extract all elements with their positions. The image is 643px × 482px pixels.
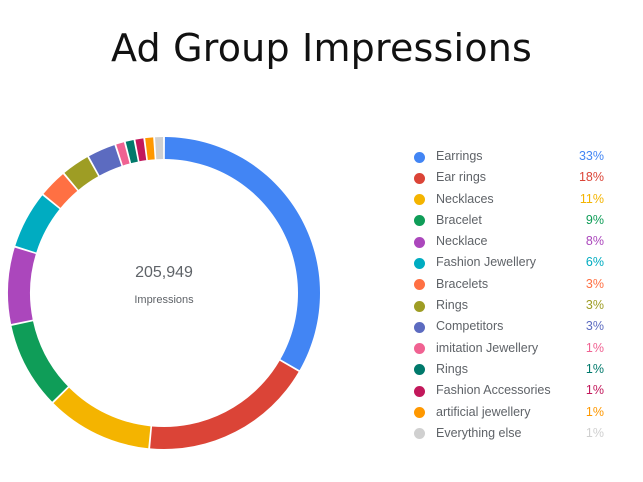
donut-slice-6[interactable] xyxy=(15,195,60,253)
donut-slice-7[interactable] xyxy=(43,174,78,208)
legend-label: Competitors xyxy=(436,319,504,334)
donut-slice-9[interactable] xyxy=(88,145,122,176)
donut-slice-3[interactable] xyxy=(53,387,151,449)
legend-swatch xyxy=(414,300,425,312)
legend-swatch xyxy=(414,215,425,227)
legend-swatch xyxy=(414,151,425,163)
donut-slice-14[interactable] xyxy=(155,137,164,160)
legend-item-6[interactable]: Fashion Jewellery 6% xyxy=(414,252,604,273)
legend-percentage: 8% xyxy=(585,234,604,249)
center-total-label: Impressions xyxy=(134,294,194,306)
legend-item-4[interactable]: Bracelet 9% xyxy=(414,210,604,231)
legend-item-14[interactable]: Everything else 1% xyxy=(414,423,604,444)
legend-item-12[interactable]: Fashion Accessories 1% xyxy=(414,380,604,401)
legend-swatch xyxy=(414,428,425,440)
legend-swatch xyxy=(414,343,425,355)
legend-label: Bracelets xyxy=(436,276,489,291)
legend-label: Necklaces xyxy=(436,191,494,206)
legend-swatch xyxy=(414,194,425,206)
legend-label: artificial jewellery xyxy=(436,404,531,419)
donut-chart xyxy=(7,137,320,449)
legend-item-8[interactable]: Rings 3% xyxy=(414,295,604,316)
legend-item-3[interactable]: Necklaces 11% xyxy=(414,189,604,210)
legend-item-2[interactable]: Ear rings 18% xyxy=(414,167,604,188)
chart-title: Ad Group Impressions xyxy=(110,26,533,70)
legend-label: Fashion Jewellery xyxy=(436,255,537,270)
legend-label: imitation Jewellery xyxy=(436,340,539,355)
legend-item-11[interactable]: Rings 1% xyxy=(414,359,604,380)
legend-percentage: 11% xyxy=(579,191,604,206)
legend-percentage: 1% xyxy=(585,340,604,355)
legend-label: Everything else xyxy=(436,425,522,440)
legend-swatch xyxy=(414,385,425,397)
legend-item-1[interactable]: Earrings 33% xyxy=(414,146,604,167)
legend-item-10[interactable]: imitation Jewellery 1% xyxy=(414,338,604,359)
legend-swatch xyxy=(414,172,425,184)
legend-percentage: 1% xyxy=(585,404,604,419)
legend-swatch xyxy=(414,257,425,269)
legend-label: Necklace xyxy=(436,234,488,249)
donut-slice-11[interactable] xyxy=(125,139,138,164)
legend-swatch xyxy=(414,407,425,419)
legend-swatch xyxy=(414,364,425,376)
legend-label: Ear rings xyxy=(436,170,487,185)
legend-item-7[interactable]: Bracelets 3% xyxy=(414,274,604,295)
legend-percentage: 9% xyxy=(585,212,604,227)
donut-slice-8[interactable] xyxy=(64,157,99,190)
legend-percentage: 33% xyxy=(578,149,604,163)
legend-label: Rings xyxy=(436,298,468,313)
donut-slice-10[interactable] xyxy=(116,142,130,166)
legend-percentage: 1% xyxy=(585,383,604,398)
legend-swatch xyxy=(414,236,425,248)
legend-label: Fashion Accessories xyxy=(436,383,551,398)
legend-swatch xyxy=(414,279,425,291)
donut-slice-2[interactable] xyxy=(150,360,299,449)
legend-item-9[interactable]: Competitors 3% xyxy=(414,316,604,337)
legend-label: Bracelet xyxy=(436,212,482,227)
chart-legend: Earrings 33% Ear rings 18% Necklaces 11% Brace… xyxy=(414,146,604,444)
legend-percentage: 6% xyxy=(585,255,604,270)
legend-percentage: 3% xyxy=(585,319,604,334)
donut-slice-1[interactable] xyxy=(164,137,320,371)
donut-slice-13[interactable] xyxy=(145,137,155,160)
legend-percentage: 1% xyxy=(585,425,604,440)
legend-swatch xyxy=(414,321,425,333)
legend-label: Rings xyxy=(436,361,468,376)
donut-slice-5[interactable] xyxy=(7,247,36,325)
donut-slice-4[interactable] xyxy=(11,321,68,402)
legend-item-5[interactable]: Necklace 8% xyxy=(414,231,604,252)
legend-label: Earrings xyxy=(436,149,483,163)
center-total-value: 205,949 xyxy=(135,264,193,281)
donut-slice-12[interactable] xyxy=(135,138,147,162)
legend-percentage: 3% xyxy=(585,298,604,313)
legend-item-13[interactable]: artificial jewellery 1% xyxy=(414,402,604,423)
legend-percentage: 1% xyxy=(585,361,604,376)
legend-percentage: 18% xyxy=(578,170,604,185)
legend-percentage: 3% xyxy=(585,276,604,291)
